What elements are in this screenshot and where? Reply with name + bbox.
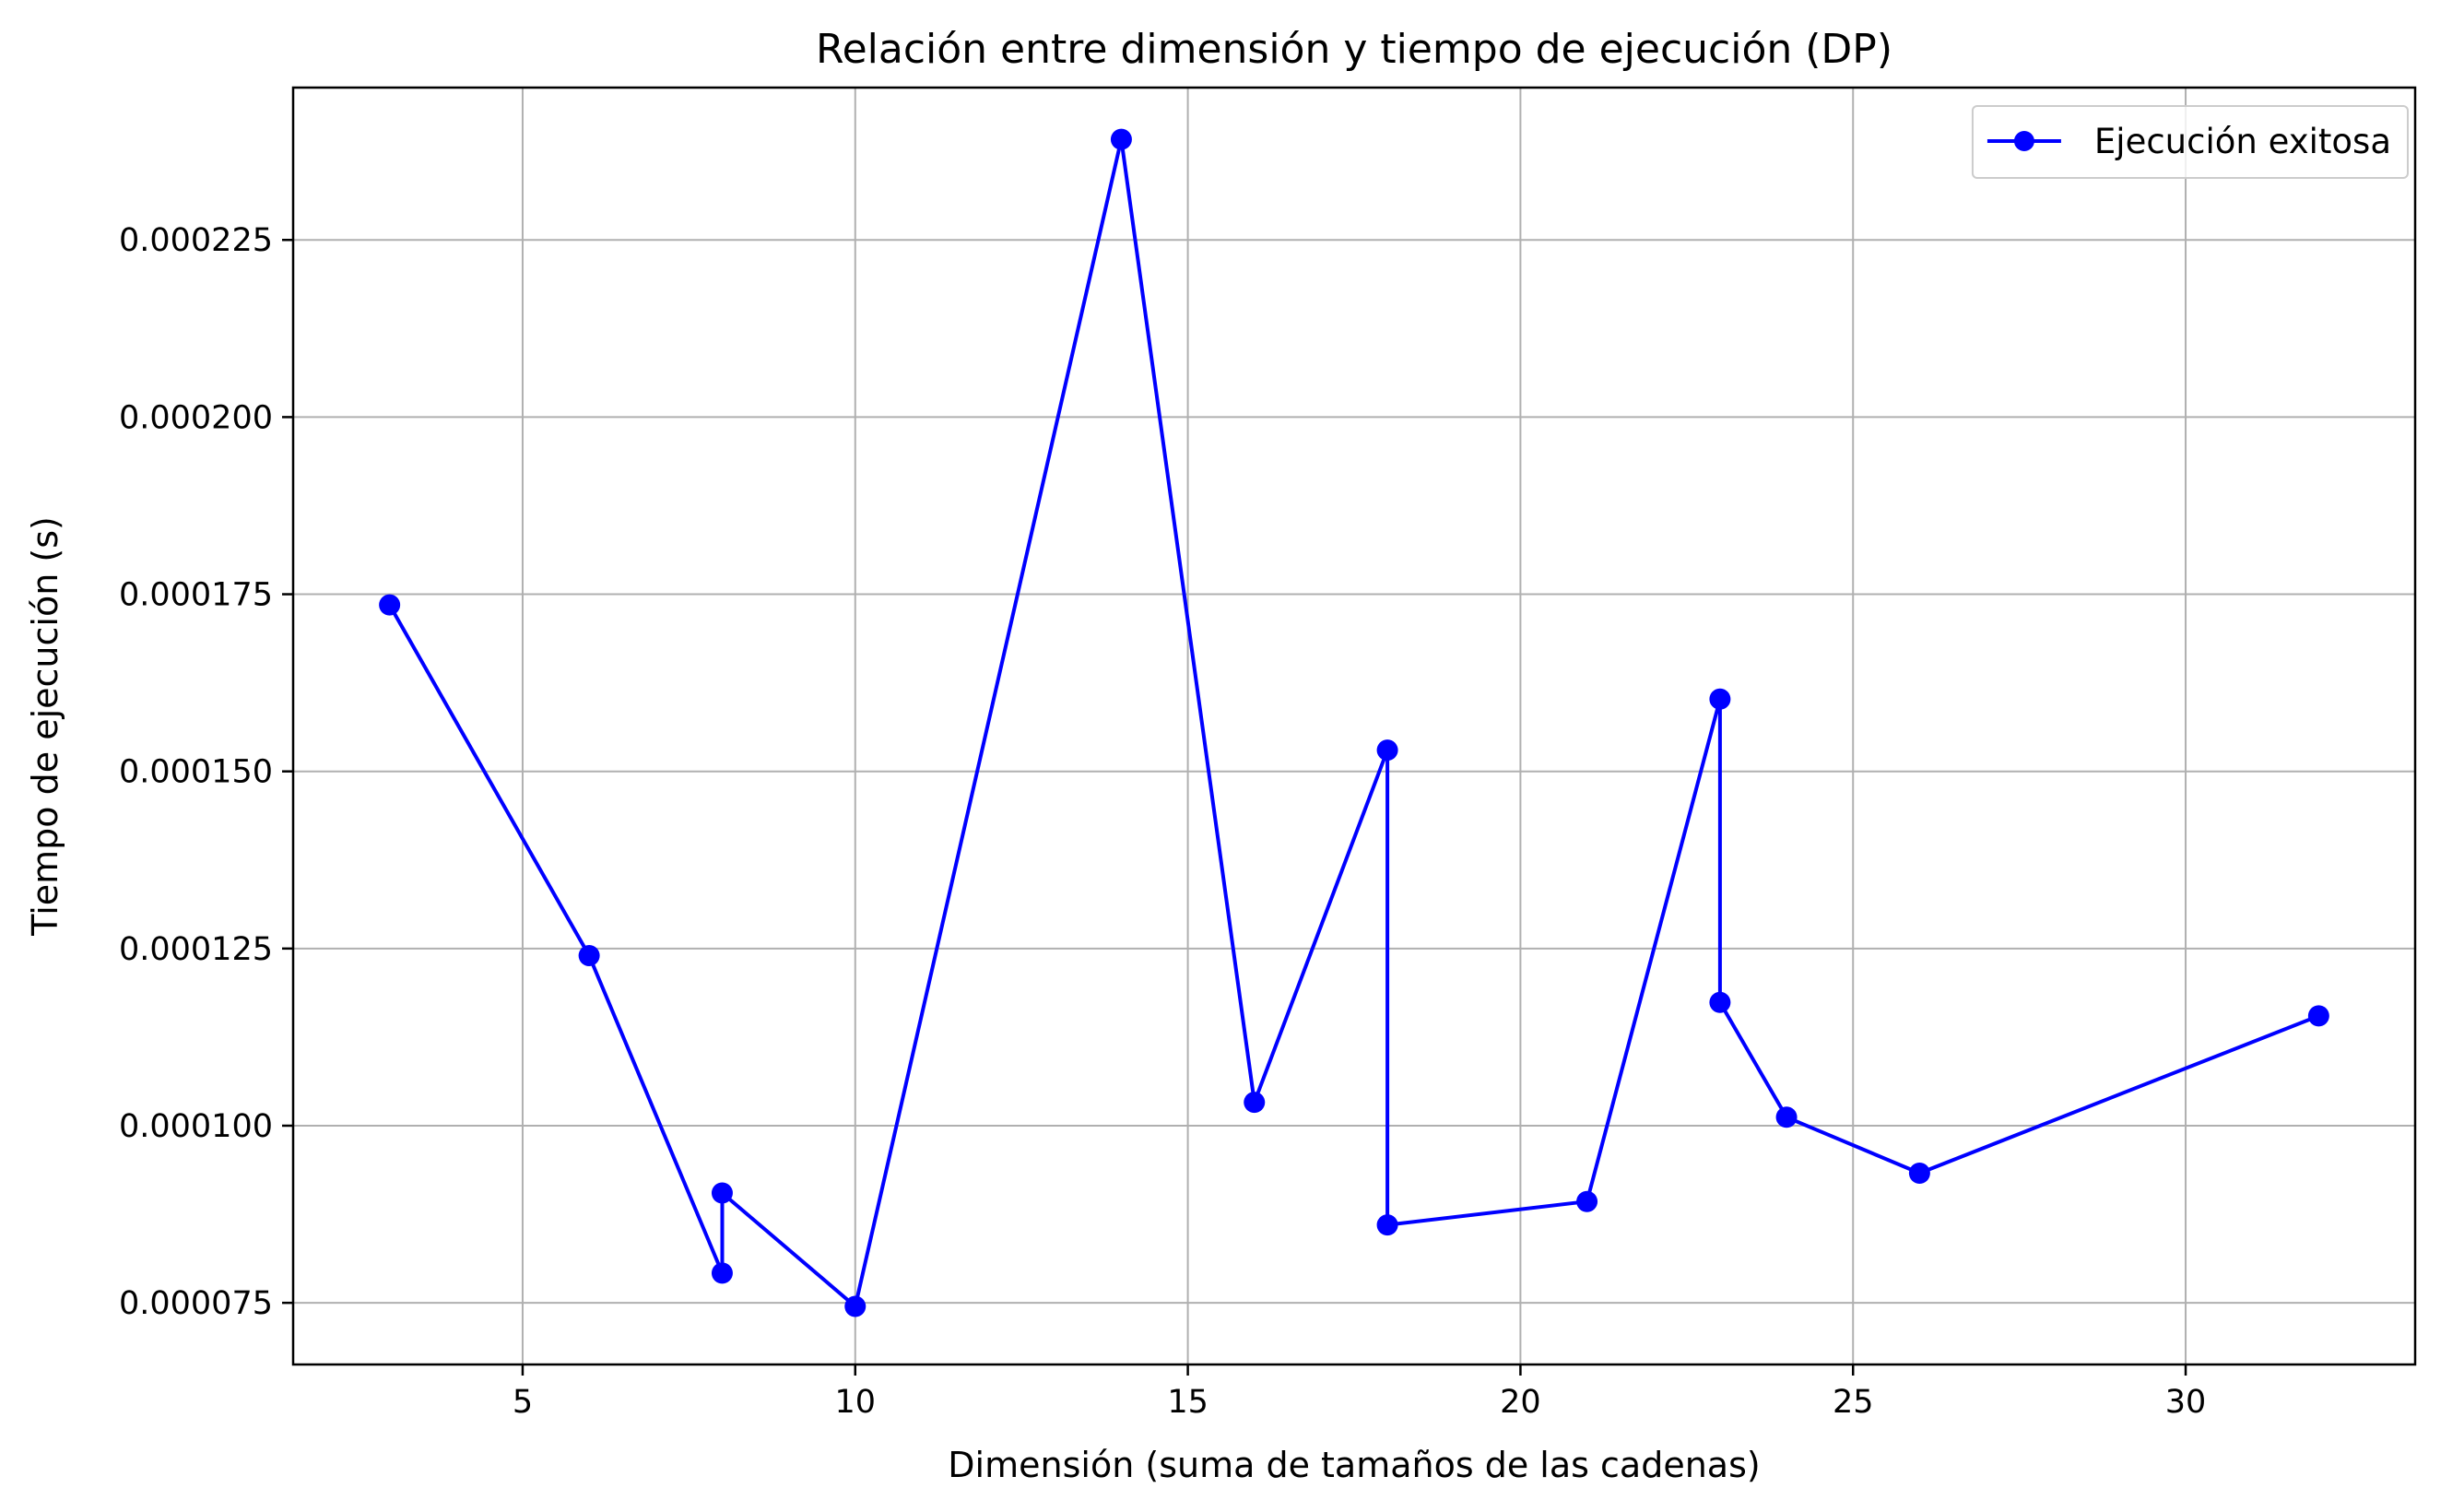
y-axis-title: Tiempo de ejecución (s) bbox=[25, 516, 65, 937]
legend-series-marker bbox=[2013, 131, 2034, 151]
x-tick-label: 20 bbox=[1500, 1384, 1541, 1421]
data-point bbox=[1376, 1214, 1398, 1236]
y-tick-label: 0.000200 bbox=[119, 399, 273, 436]
x-tick-label: 25 bbox=[1833, 1384, 1874, 1421]
y-tick-label: 0.000150 bbox=[119, 754, 273, 791]
legend: Ejecución exitosa bbox=[1971, 105, 2409, 179]
legend-box bbox=[1971, 105, 2409, 179]
chart-title: Relación entre dimensión y tiempo de eje… bbox=[816, 26, 1892, 73]
data-point bbox=[379, 594, 401, 616]
y-tick-label: 0.000175 bbox=[119, 577, 273, 614]
y-tick-label: 0.000225 bbox=[119, 222, 273, 259]
data-point bbox=[1709, 688, 1731, 710]
data-point bbox=[844, 1295, 867, 1317]
data-point bbox=[711, 1182, 733, 1204]
data-point bbox=[1775, 1106, 1798, 1128]
x-tick-label: 10 bbox=[835, 1384, 877, 1421]
y-tick-label: 0.000075 bbox=[119, 1285, 273, 1322]
data-point bbox=[2307, 1005, 2329, 1027]
data-point bbox=[1709, 991, 1731, 1013]
y-tick-label: 0.000125 bbox=[119, 931, 273, 968]
data-point bbox=[1576, 1190, 1598, 1212]
data-point bbox=[1908, 1162, 1930, 1184]
x-tick-label: 15 bbox=[1167, 1384, 1208, 1421]
x-tick-label: 5 bbox=[513, 1384, 533, 1421]
x-tick-label: 30 bbox=[2165, 1384, 2207, 1421]
series-layer bbox=[379, 128, 2329, 1317]
x-axis-title: Dimensión (suma de tamaños de las cadena… bbox=[948, 1445, 1760, 1485]
data-point bbox=[711, 1262, 733, 1284]
data-point bbox=[1244, 1092, 1266, 1114]
axis-ticks: 5 10 15 20 25 30 0.000075 0.000100 0.000125 0.000… bbox=[119, 222, 2206, 1421]
y-tick-label: 0.000100 bbox=[119, 1108, 273, 1145]
plot-area-frame bbox=[291, 86, 2417, 1366]
data-point bbox=[1376, 739, 1398, 762]
legend-series-label: Ejecución exitosa bbox=[2094, 122, 2391, 161]
data-point bbox=[1110, 128, 1132, 150]
grid-lines bbox=[293, 88, 2415, 1364]
data-point bbox=[578, 945, 600, 967]
